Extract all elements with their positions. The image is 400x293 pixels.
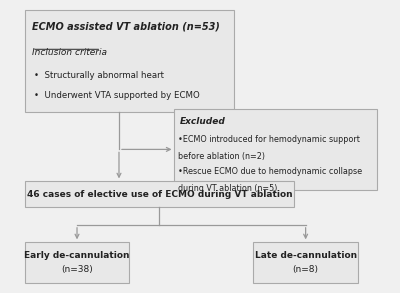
FancyBboxPatch shape [24, 181, 294, 207]
FancyBboxPatch shape [174, 109, 377, 190]
Text: (n=38): (n=38) [61, 265, 93, 274]
Text: •ECMO introduced for hemodynamic support: •ECMO introduced for hemodynamic support [178, 135, 360, 144]
Text: before ablation (n=2): before ablation (n=2) [178, 152, 265, 161]
Text: ECMO assisted VT ablation (n=53): ECMO assisted VT ablation (n=53) [32, 22, 220, 32]
Text: Excluded: Excluded [180, 117, 226, 127]
Text: 46 cases of elective use of ECMO during VT ablation: 46 cases of elective use of ECMO during … [27, 190, 292, 199]
FancyBboxPatch shape [253, 242, 358, 283]
Text: Inclusion criteria: Inclusion criteria [32, 48, 107, 57]
Text: Early de-cannulation: Early de-cannulation [24, 251, 130, 260]
Text: during VT ablation (n=5): during VT ablation (n=5) [178, 184, 278, 193]
Text: •  Structurally abnormal heart: • Structurally abnormal heart [34, 71, 164, 80]
Text: (n=8): (n=8) [293, 265, 319, 274]
Text: •  Underwent VTA supported by ECMO: • Underwent VTA supported by ECMO [34, 91, 200, 100]
FancyBboxPatch shape [24, 10, 234, 112]
FancyBboxPatch shape [24, 242, 130, 283]
Text: Late de-cannulation: Late de-cannulation [254, 251, 357, 260]
Text: •Rescue ECMO due to hemodynamic collapse: •Rescue ECMO due to hemodynamic collapse [178, 167, 362, 176]
